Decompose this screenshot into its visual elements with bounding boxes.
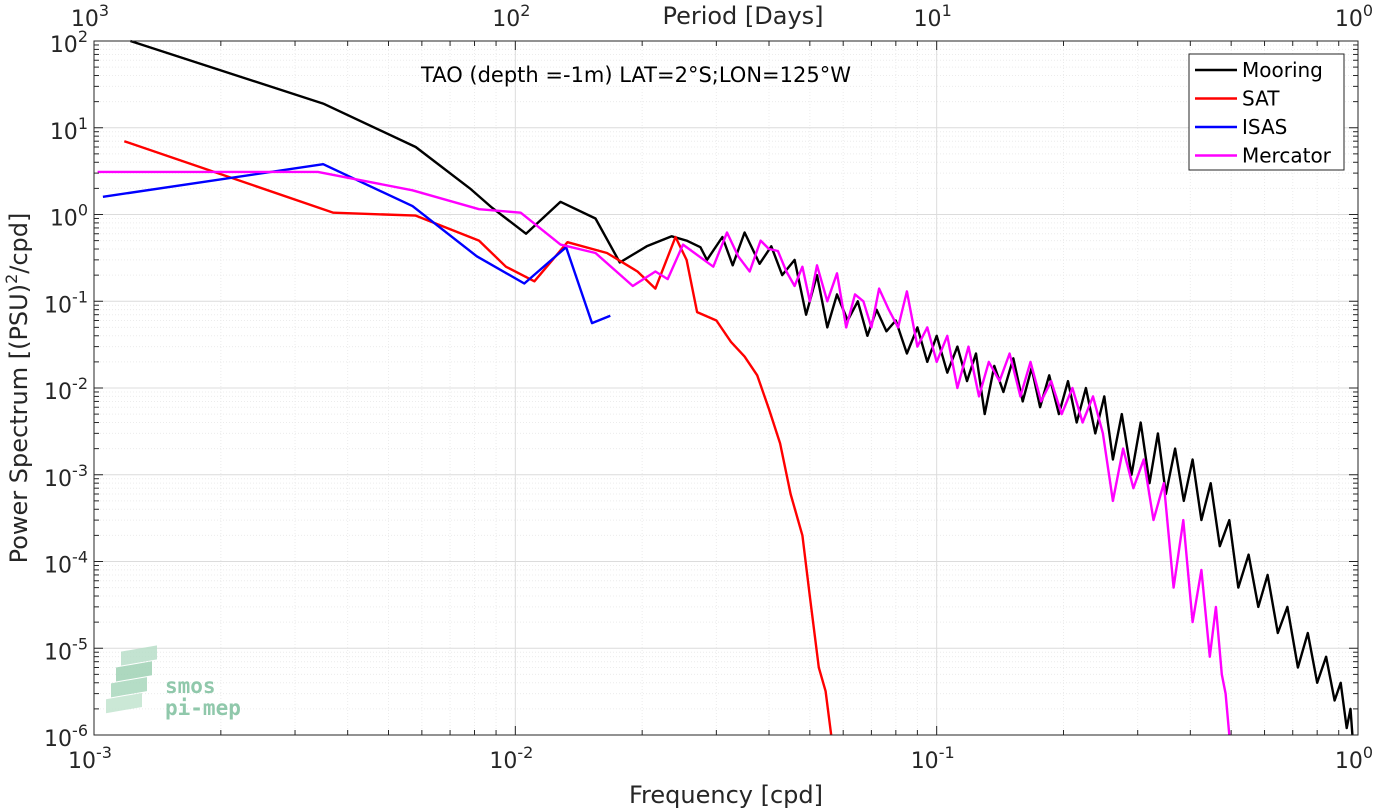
x-tick-label-base: 10 — [911, 749, 939, 774]
top-tick-label-base: 10 — [71, 7, 99, 32]
logo-emblem — [106, 645, 157, 714]
top-tick-label: 102 — [492, 1, 530, 32]
top-tick-label: 101 — [914, 1, 952, 32]
y-tick-label: 101 — [50, 114, 88, 145]
series-line-mercator — [97, 170, 1231, 736]
y-tick-label-base: 10 — [44, 554, 72, 579]
top-tick-label-exponent: 0 — [1363, 1, 1373, 20]
top-tick-label: 100 — [1335, 1, 1373, 32]
x-tick-label: 10-1 — [911, 743, 955, 774]
top-tick-label-exponent: 3 — [99, 1, 109, 20]
y-tick-label-exponent: -4 — [72, 548, 88, 567]
axis-ticks — [93, 40, 1359, 736]
y-tick-label-exponent: 1 — [78, 114, 88, 133]
x-tick-label-base: 10 — [68, 749, 96, 774]
logo-line-smos: smos — [165, 674, 216, 698]
series-line-sat — [123, 140, 833, 736]
y-tick-label-exponent: -1 — [72, 287, 88, 306]
y-tick-label-base: 10 — [50, 207, 78, 232]
logo-line-pi-mep: pi-mep — [165, 696, 241, 720]
x-tick-label-base: 10 — [489, 749, 517, 774]
y-tick-label: 100 — [50, 201, 88, 232]
y-tick-label-base: 10 — [50, 33, 78, 58]
minor-grid — [94, 41, 1358, 735]
y-tick-label: 10-5 — [44, 634, 88, 665]
y-tick-label-base: 10 — [44, 640, 72, 665]
top-tick-label: 103 — [71, 1, 109, 32]
y-tick-label: 10-2 — [44, 374, 88, 405]
y-tick-label-exponent: -5 — [72, 634, 88, 653]
x-axis-label: Frequency [cpd] — [629, 781, 823, 809]
y-tick-label: 10-4 — [44, 548, 88, 579]
legend-label-mooring: Mooring — [1242, 58, 1323, 82]
legend-box — [1188, 53, 1345, 171]
x-tick-label-exponent: 0 — [1363, 743, 1373, 762]
series-layer — [97, 39, 1354, 736]
y-axis-label-superscript: 2 — [2, 274, 21, 284]
y-tick-label: 102 — [50, 27, 88, 58]
legend-label-isas: ISAS — [1242, 115, 1287, 139]
bottom-x-tick-labels: 10-3 10-2 10-1 100 — [68, 743, 1373, 774]
y-tick-label-exponent: -2 — [72, 374, 88, 393]
x-tick-label-base: 10 — [1335, 749, 1363, 774]
top-tick-label-base: 10 — [492, 7, 520, 32]
y-tick-label-exponent: 0 — [78, 201, 88, 220]
y-axis-label-main: Power Spectrum [(PSU) — [5, 284, 33, 563]
y-axis-label: Power Spectrum [(PSU)2/cpd] — [2, 213, 33, 564]
top-tick-label-base: 10 — [914, 7, 942, 32]
y-tick-label-base: 10 — [44, 293, 72, 318]
x-tick-label: 10-2 — [489, 743, 533, 774]
y-axis-label-unit: /cpd] — [5, 213, 33, 274]
series-line-isas — [102, 162, 611, 325]
top-tick-label-exponent: 1 — [942, 1, 952, 20]
top-tick-label-base: 10 — [1335, 7, 1363, 32]
x-tick-label-exponent: -1 — [939, 743, 955, 762]
y-tick-label: 10-3 — [44, 461, 88, 492]
y-tick-label-base: 10 — [50, 120, 78, 145]
x-tick-label-exponent: -3 — [96, 743, 112, 762]
y-tick-label-exponent: 2 — [78, 27, 88, 46]
top-x-tick-labels: 103 102 101 100 — [71, 1, 1373, 32]
y-tick-label-base: 10 — [44, 467, 72, 492]
y-tick-label: 10-6 — [44, 721, 88, 752]
legend-label-sat: SAT — [1242, 87, 1280, 111]
x-tick-label: 10-3 — [68, 743, 112, 774]
x-tick-label: 100 — [1335, 743, 1373, 774]
top-tick-label-exponent: 2 — [520, 1, 530, 20]
y-tick-label-base: 10 — [44, 727, 72, 752]
smos-pi-mep-logo: smos pi-mep — [106, 645, 241, 720]
y-tick-label: 10-1 — [44, 287, 88, 318]
y-tick-label-base: 10 — [44, 380, 72, 405]
legend: Mooring SAT ISAS Mercator — [1188, 53, 1345, 171]
chart-title: TAO (depth =-1m) LAT=2°S;LON=125°W — [420, 63, 851, 87]
x-tick-label-exponent: -2 — [517, 743, 533, 762]
legend-label-mercator: Mercator — [1242, 144, 1332, 168]
y-tick-label-exponent: -3 — [72, 461, 88, 480]
top-x-axis-label: Period [Days] — [662, 2, 823, 30]
y-tick-label-exponent: -6 — [72, 721, 88, 740]
